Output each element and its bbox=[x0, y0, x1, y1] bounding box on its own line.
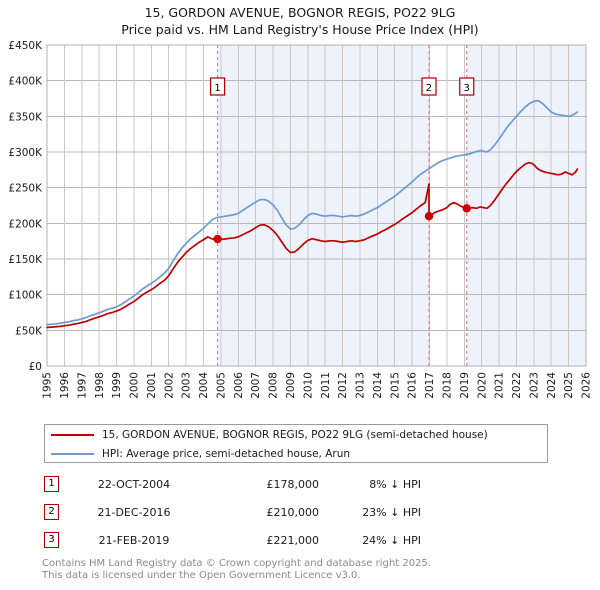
table-row: 1 22-OCT-2004 £178,000 8% ↓ HPI bbox=[44, 470, 544, 498]
svg-text:2023: 2023 bbox=[528, 372, 540, 399]
chart-legend: 15, GORDON AVENUE, BOGNOR REGIS, PO22 9L… bbox=[44, 424, 548, 463]
svg-text:2017: 2017 bbox=[424, 372, 436, 399]
sale-index-badge: 1 bbox=[44, 476, 59, 492]
svg-text:2004: 2004 bbox=[198, 372, 210, 399]
sale-index-badge: 3 bbox=[44, 532, 59, 548]
event-shaded-regions bbox=[217, 45, 586, 366]
svg-text:2019: 2019 bbox=[459, 372, 471, 399]
svg-text:£50K: £50K bbox=[15, 325, 43, 337]
legend-swatch-property bbox=[51, 434, 94, 436]
svg-text:2001: 2001 bbox=[146, 372, 158, 399]
svg-text:2012: 2012 bbox=[337, 372, 349, 399]
svg-text:2000: 2000 bbox=[129, 372, 141, 399]
svg-text:2024: 2024 bbox=[546, 372, 558, 399]
sale-date: 21-DEC-2016 bbox=[97, 505, 171, 519]
svg-text:2015: 2015 bbox=[389, 372, 401, 399]
sale-hpi-delta: 23% ↓ HPI bbox=[362, 505, 421, 519]
svg-text:£0: £0 bbox=[29, 361, 42, 373]
svg-text:£400K: £400K bbox=[8, 76, 43, 88]
svg-text:2008: 2008 bbox=[268, 372, 280, 399]
svg-text:1995: 1995 bbox=[42, 372, 54, 399]
svg-text:2011: 2011 bbox=[320, 372, 332, 399]
svg-text:2016: 2016 bbox=[407, 372, 419, 399]
table-row: 2 21-DEC-2016 £210,000 23% ↓ HPI bbox=[44, 498, 544, 526]
svg-text:1999: 1999 bbox=[111, 372, 123, 399]
sale-price: £178,000 bbox=[266, 477, 320, 491]
svg-text:£150K: £150K bbox=[8, 254, 43, 266]
svg-text:2020: 2020 bbox=[476, 372, 488, 399]
legend-item-property: 15, GORDON AVENUE, BOGNOR REGIS, PO22 9L… bbox=[45, 426, 547, 444]
svg-text:£250K: £250K bbox=[8, 183, 43, 195]
y-axis-labels: £0 £50K £100K £150K £200K £250K £300K £350K £400… bbox=[8, 40, 43, 373]
sale-hpi-delta: 24% ↓ HPI bbox=[362, 533, 421, 547]
table-row: 3 21-FEB-2019 £221,000 24% ↓ HPI bbox=[44, 526, 544, 554]
svg-text:£300K: £300K bbox=[8, 147, 43, 159]
svg-text:2014: 2014 bbox=[372, 372, 384, 399]
sale-index-badge: 2 bbox=[44, 504, 59, 520]
footer-attribution: Contains HM Land Registry data © Crown c… bbox=[42, 558, 572, 581]
sale-point-markers bbox=[213, 204, 471, 244]
sale-price: £221,000 bbox=[266, 533, 320, 547]
chart-series bbox=[46, 99, 579, 329]
sales-history-table: 1 22-OCT-2004 £178,000 8% ↓ HPI 2 21-DEC… bbox=[44, 470, 544, 554]
page-title: 15, GORDON AVENUE, BOGNOR REGIS, PO22 9L… bbox=[144, 5, 456, 20]
plot-area-border bbox=[46, 44, 587, 367]
svg-text:2010: 2010 bbox=[302, 372, 314, 399]
legend-label-property: 15, GORDON AVENUE, BOGNOR REGIS, PO22 9L… bbox=[102, 429, 488, 441]
svg-text:1: 1 bbox=[214, 83, 220, 94]
legend-swatch-hpi bbox=[51, 453, 94, 455]
legend-label-hpi: HPI: Average price, semi-detached house,… bbox=[102, 448, 351, 460]
chart-title: 15, GORDON AVENUE, BOGNOR REGIS, PO22 9L… bbox=[0, 4, 600, 38]
svg-text:£450K: £450K bbox=[8, 40, 43, 52]
svg-text:2021: 2021 bbox=[494, 372, 506, 399]
svg-text:2025: 2025 bbox=[563, 372, 575, 399]
svg-text:£350K: £350K bbox=[8, 111, 43, 123]
sale-date: 21-FEB-2019 bbox=[98, 533, 170, 547]
legend-item-hpi: HPI: Average price, semi-detached house,… bbox=[45, 445, 547, 463]
sale-index-badges: 1 2 3 bbox=[209, 77, 475, 96]
sale-hpi-delta: 8% ↓ HPI bbox=[369, 477, 421, 491]
svg-text:2022: 2022 bbox=[511, 372, 523, 399]
svg-text:2002: 2002 bbox=[163, 372, 175, 399]
svg-text:2026: 2026 bbox=[581, 372, 593, 399]
svg-text:2013: 2013 bbox=[355, 372, 367, 399]
page-subtitle: Price paid vs. HM Land Registry's House … bbox=[121, 22, 479, 37]
svg-text:1996: 1996 bbox=[59, 372, 71, 399]
x-axis-labels: 1995 1996 1997 1998 1999 2000 2001 2002 2003 2004… bbox=[42, 372, 593, 399]
footer-line-copyright: Contains HM Land Registry data © Crown c… bbox=[42, 558, 431, 569]
svg-text:3: 3 bbox=[464, 83, 470, 94]
svg-text:2018: 2018 bbox=[442, 372, 454, 399]
svg-text:2007: 2007 bbox=[250, 372, 262, 399]
svg-text:£100K: £100K bbox=[8, 290, 43, 302]
sale-price: £210,000 bbox=[266, 505, 320, 519]
svg-text:1997: 1997 bbox=[76, 372, 88, 399]
svg-text:2005: 2005 bbox=[215, 372, 227, 399]
svg-text:2: 2 bbox=[426, 83, 432, 94]
chart-gridlines bbox=[46, 44, 587, 367]
svg-text:£200K: £200K bbox=[8, 218, 43, 230]
svg-text:1998: 1998 bbox=[94, 372, 106, 399]
footer-line-licence: This data is licensed under the Open Gov… bbox=[42, 569, 361, 581]
svg-text:2006: 2006 bbox=[233, 372, 245, 399]
sale-date: 22-OCT-2004 bbox=[97, 477, 171, 491]
price-history-chart: £0 £50K £100K £150K £200K £250K £300K £350K £400… bbox=[8, 40, 593, 399]
svg-text:2003: 2003 bbox=[181, 372, 193, 399]
svg-text:2009: 2009 bbox=[285, 372, 297, 399]
